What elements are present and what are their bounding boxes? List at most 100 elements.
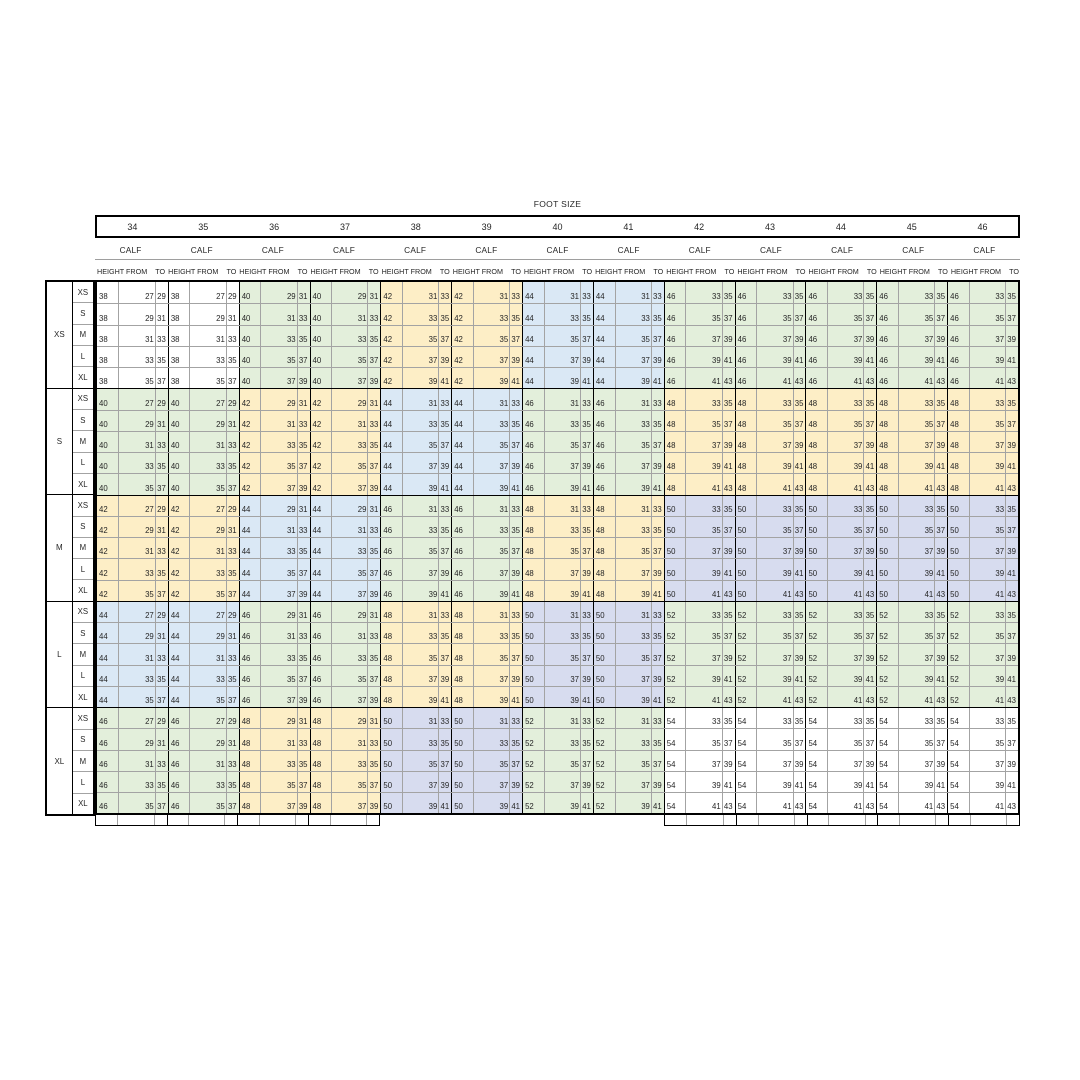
- calf-value: 54: [948, 750, 970, 771]
- height-to-value: 39: [794, 653, 804, 663]
- height-from-value: 33: [970, 282, 1007, 304]
- calf-value: 44: [240, 495, 262, 516]
- height-to-value: 35: [369, 547, 379, 557]
- foot-size-cell: 46 31 33: [451, 495, 523, 516]
- calf-value: 42: [169, 559, 191, 580]
- row-label: L: [72, 664, 93, 686]
- height-from-value: 39: [899, 346, 936, 367]
- calf-value: 46: [240, 601, 262, 622]
- height-from-value: 39: [403, 793, 440, 814]
- calf-value: 54: [806, 793, 829, 814]
- height-from-value: 31: [545, 601, 582, 622]
- calf-value: 42: [97, 538, 119, 559]
- calf-value: 44: [169, 665, 191, 686]
- calf-value: 46: [97, 708, 119, 729]
- calf-label: CALF: [404, 245, 427, 255]
- calf-value: 48: [736, 474, 758, 495]
- height-from-value: 27: [190, 389, 227, 410]
- height-to-value: 35: [157, 568, 166, 578]
- foot-size-cell: 48 35 37: [238, 771, 310, 792]
- calf-value: 54: [877, 729, 899, 750]
- height-to-value: 35: [653, 419, 662, 429]
- calf-value: 48: [736, 453, 758, 474]
- height-to-value: 39: [865, 334, 875, 344]
- foot-size-cell: 42 29 31: [309, 389, 381, 410]
- foot-size-cell: 46 33 35: [451, 516, 523, 537]
- height-from-value: 35: [332, 559, 369, 580]
- foot-size-cell: 54 41 43: [876, 793, 948, 814]
- table-row: 38 35 37 38 35 37 40 37 39 40 37 39 42 39 41 42 39 41 44 39…: [97, 367, 1018, 389]
- foot-size-cell: 44 33 35: [592, 304, 664, 325]
- empty-from-cell: [331, 814, 367, 825]
- height-from-label: HEIGHT FROM: [879, 267, 930, 276]
- foot-size-cell: 52 39 41: [947, 665, 1018, 686]
- calf-value: 46: [452, 580, 474, 601]
- height-header-cell: HEIGHT FROM TO: [237, 261, 308, 280]
- height-from-value: 33: [616, 623, 652, 644]
- foot-size-cell: 54 41 43: [805, 793, 877, 814]
- height-from-value: 31: [403, 708, 440, 729]
- foot-size-cell: 50 35 37: [592, 644, 664, 665]
- calf-value: 52: [594, 729, 616, 750]
- height-from-value: 35: [828, 623, 865, 644]
- height-from-value: 41: [757, 474, 794, 495]
- height-to-value: 37: [936, 419, 946, 429]
- height-from-value: 33: [616, 304, 652, 325]
- calf-value: 48: [806, 474, 829, 495]
- foot-size-cell: 50 35 37: [876, 516, 948, 537]
- height-from-value: 39: [474, 580, 511, 601]
- height-to-value: 39: [1007, 547, 1016, 557]
- height-from-value: 33: [970, 601, 1007, 622]
- row-label: M: [72, 430, 93, 451]
- foot-size-cell: 54 33 35: [663, 708, 735, 729]
- calf-value: 44: [311, 580, 333, 601]
- height-to-value: 43: [723, 696, 733, 706]
- foot-size-cell: 42 31 33: [309, 410, 381, 431]
- row-label: XS: [77, 500, 89, 510]
- foot-size-cell: 48 29 31: [309, 708, 381, 729]
- height-to-value: 37: [865, 738, 875, 748]
- height-from-value: 37: [545, 346, 582, 367]
- foot-size-cell: 50 35 37: [380, 750, 452, 771]
- height-to-value: 31: [157, 419, 166, 429]
- foot-size-cell: 50 33 35: [663, 495, 735, 516]
- empty-cell: [307, 814, 379, 825]
- calf-value: 42: [97, 516, 119, 537]
- calf-value: 52: [948, 601, 970, 622]
- calf-value: 54: [736, 729, 758, 750]
- foot-size-cell: 44 33 35: [451, 410, 523, 431]
- height-to-value: 31: [369, 398, 379, 408]
- sub-size-labels: XS S M L XL: [72, 602, 93, 708]
- height-to-value: 35: [157, 462, 166, 472]
- height-from-value: 31: [119, 325, 156, 346]
- height-to-value: 37: [794, 738, 804, 748]
- calf-value: 48: [452, 601, 474, 622]
- height-from-value: 31: [616, 282, 652, 304]
- height-to-value: 43: [794, 696, 804, 706]
- calf-value: 50: [523, 601, 545, 622]
- calf-value: 52: [948, 686, 970, 707]
- height-from-value: 33: [970, 389, 1007, 410]
- height-from-value: 35: [119, 474, 156, 495]
- height-from-value: 41: [899, 793, 936, 814]
- height-to-value: 35: [582, 313, 591, 323]
- foot-size-cell: 40 29 31: [167, 410, 239, 431]
- calf-value: 48: [452, 644, 474, 665]
- foot-size-cell: 48 41 43: [876, 474, 948, 495]
- height-to-value: 33: [227, 547, 237, 557]
- height-from-value: 29: [190, 304, 227, 325]
- calf-label: CALF: [617, 245, 640, 255]
- foot-size-cell: 50 35 37: [805, 516, 877, 537]
- height-to-value: 33: [582, 398, 591, 408]
- height-to-value: 43: [723, 377, 733, 387]
- foot-size-cell: 50 37 39: [805, 538, 877, 559]
- height-from-value: 41: [828, 474, 865, 495]
- calf-value: 48: [877, 410, 899, 431]
- table-row: 38 33 35 38 33 35 40 35 37 40 35 37 42 37 39 42 37 39 44 37…: [97, 345, 1018, 367]
- foot-size-cell: 52 41 43: [876, 686, 948, 707]
- height-from-value: 39: [970, 771, 1007, 792]
- foot-size-header-cell: 43: [765, 221, 776, 232]
- height-from-value: 33: [403, 729, 440, 750]
- height-to-value: 29: [157, 504, 166, 514]
- foot-size-header-cell: 41: [623, 221, 634, 232]
